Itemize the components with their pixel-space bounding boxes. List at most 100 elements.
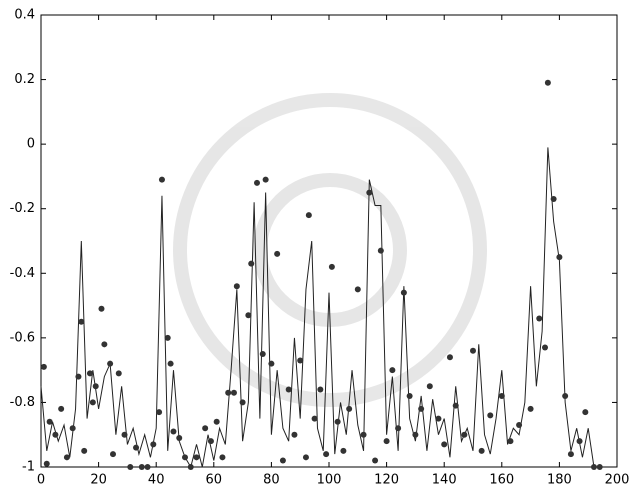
data-point	[46, 418, 53, 425]
data-point	[383, 438, 390, 445]
data-point	[262, 176, 269, 183]
data-point	[400, 289, 407, 296]
data-point	[372, 457, 379, 464]
data-point	[285, 386, 292, 393]
data-point	[193, 454, 200, 461]
data-point	[245, 312, 252, 319]
data-point	[248, 260, 255, 267]
y-tick-label: -0.2	[10, 201, 35, 216]
data-point	[259, 351, 266, 357]
data-point	[291, 431, 298, 438]
watermark	[173, 93, 487, 407]
data-point	[274, 250, 281, 257]
y-tick-label: -0.4	[10, 266, 35, 281]
y-tick-label: 0	[27, 137, 35, 152]
data-point	[40, 363, 47, 370]
data-point	[86, 370, 93, 377]
x-tick-label: 0	[37, 473, 45, 488]
data-point	[63, 454, 70, 461]
data-point	[550, 196, 557, 203]
data-point	[213, 418, 220, 425]
data-point	[556, 254, 563, 261]
data-point	[366, 189, 373, 196]
data-point	[323, 451, 330, 458]
data-point	[158, 176, 165, 183]
data-point	[406, 392, 413, 399]
data-point	[317, 386, 324, 393]
x-tick-label: 120	[374, 473, 399, 488]
data-point	[279, 457, 286, 464]
data-point	[452, 402, 459, 409]
data-point	[127, 464, 134, 470]
data-point	[461, 431, 468, 438]
data-point	[446, 354, 453, 361]
data-point	[487, 412, 494, 419]
data-point	[334, 418, 341, 425]
data-point	[360, 431, 367, 438]
x-tick-label: 100	[317, 473, 342, 488]
data-point	[441, 441, 448, 448]
data-point	[167, 360, 174, 367]
data-point	[176, 434, 183, 441]
data-point	[150, 441, 157, 448]
data-point	[144, 464, 151, 470]
data-point	[164, 334, 171, 341]
x-tick-label: 200	[605, 473, 630, 488]
data-point	[225, 389, 232, 396]
data-point	[418, 405, 425, 412]
data-point	[470, 347, 476, 354]
data-point	[507, 438, 514, 445]
data-point	[101, 341, 108, 348]
y-tick-label: 0.4	[14, 8, 35, 23]
data-point	[182, 454, 188, 461]
data-point	[305, 212, 312, 219]
data-point	[377, 247, 384, 254]
data-line	[40, 147, 600, 469]
data-point	[207, 438, 214, 445]
watermark-ring	[173, 93, 487, 407]
data-point	[230, 389, 237, 396]
data-point	[75, 373, 82, 380]
data-point	[43, 460, 50, 467]
data-point	[426, 383, 433, 390]
y-tick-label: -0.8	[10, 395, 35, 410]
data-point	[239, 399, 246, 406]
data-point	[536, 315, 543, 322]
data-point	[98, 305, 105, 312]
data-point	[435, 415, 442, 422]
data-point	[340, 447, 347, 454]
x-tick-label: 160	[489, 473, 514, 488]
data-point	[219, 454, 226, 461]
data-point	[412, 431, 419, 438]
data-point	[576, 438, 583, 445]
data-point	[156, 409, 163, 416]
data-point	[302, 454, 309, 461]
data-point	[590, 464, 597, 470]
data-point	[69, 425, 76, 432]
data-point	[58, 405, 65, 412]
data-point	[596, 464, 603, 470]
data-point	[170, 428, 177, 435]
data-point	[187, 464, 194, 470]
data-point	[89, 399, 96, 406]
y-tick-label: 0.2	[14, 72, 35, 87]
data-point	[133, 444, 140, 451]
data-point	[297, 357, 304, 364]
data-point	[328, 263, 335, 270]
data-point	[254, 179, 260, 186]
x-tick-label: 80	[263, 473, 280, 488]
y-tick-label: -1	[22, 460, 35, 475]
data-point	[52, 431, 59, 438]
data-point	[498, 392, 505, 399]
data-point	[516, 422, 523, 429]
x-tick-label: 140	[432, 473, 457, 488]
data-point	[478, 447, 485, 454]
data-point	[107, 360, 114, 367]
data-point	[138, 464, 145, 470]
data-point	[121, 431, 128, 438]
x-tick-label: 60	[206, 473, 223, 488]
data-point	[311, 415, 318, 422]
data-point	[202, 425, 209, 432]
data-point	[78, 318, 85, 325]
